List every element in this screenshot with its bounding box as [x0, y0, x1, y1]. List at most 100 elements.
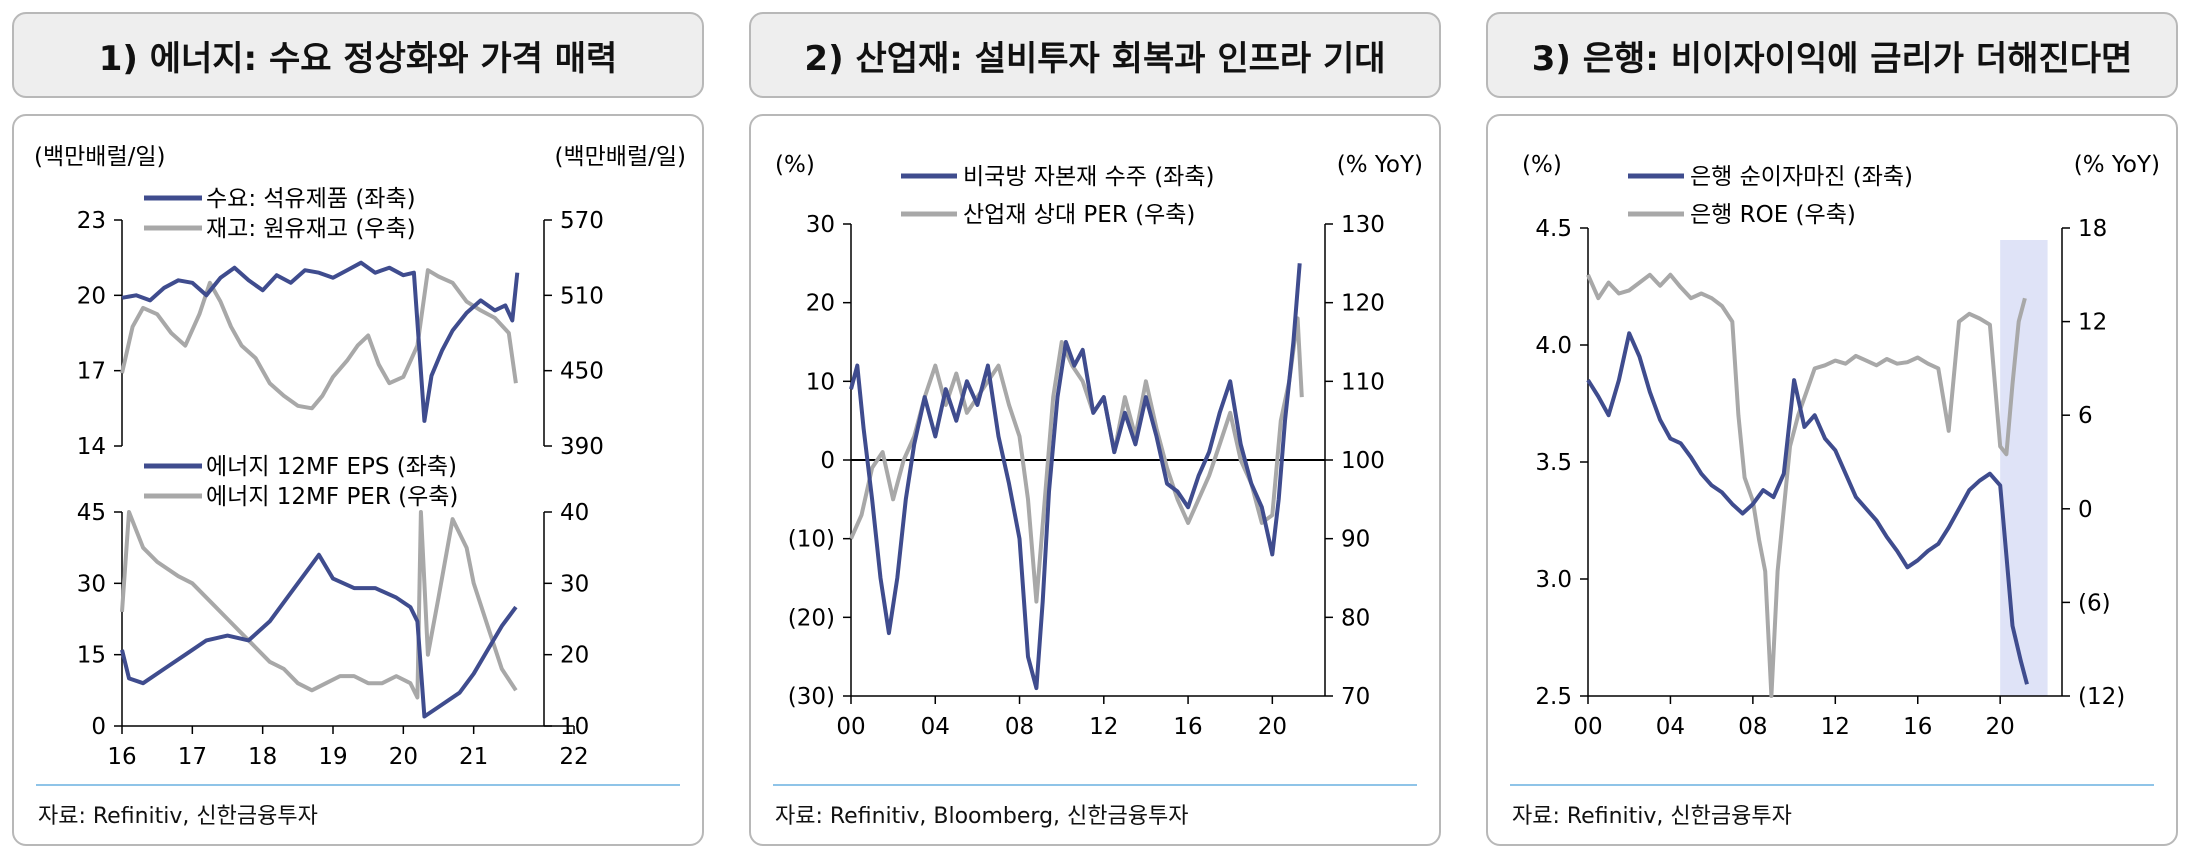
lower-left-tick-label: 45	[77, 500, 106, 526]
panel-energy: 1) 에너지: 수요 정상화와 가격 매력 (백만배럴/일) (백만배럴/일) 23…	[12, 12, 704, 846]
panel-title: 2) 산업재: 설비투자 회복과 인프라 기대	[749, 12, 1441, 98]
right-tick-label: 100	[1341, 448, 1385, 474]
right-axis-unit: (백만배럴/일)	[555, 144, 687, 170]
upper-left-tick-label: 23	[77, 208, 106, 234]
source-note: 자료: Refinitiv, Bloomberg, 신한금융투자	[775, 804, 1189, 829]
legend-label: 비국방 자본재 수주 (좌축)	[963, 164, 1214, 190]
panel-title: 1) 에너지: 수요 정상화와 가격 매력	[12, 12, 704, 98]
upper-series-line	[121, 260, 520, 423]
upper-right-tick-label: 450	[560, 359, 604, 385]
left-axis-unit: (백만배럴/일)	[34, 144, 166, 170]
lower-legend-label: 에너지 12MF PER (우축)	[206, 484, 458, 510]
left-tick-label: 2.5	[1535, 684, 1572, 710]
x-tick-label: 20	[1258, 714, 1287, 740]
chart-card: (%) (% YoY) 4.5 4.0 3.5 3.0 2.5 18 12 6 0 (6) (12) 00…	[1486, 114, 2178, 846]
upper-left-tick-label: 17	[77, 359, 106, 385]
right-tick-label: (6)	[2078, 590, 2111, 616]
lower-legend-label: 에너지 12MF EPS (좌축)	[206, 454, 457, 480]
lower-right-tick-label: 30	[560, 571, 589, 597]
right-tick-label: 0	[2078, 497, 2093, 523]
x-tick-label: 04	[1656, 714, 1685, 740]
lower-series-line	[120, 552, 518, 719]
legend-label: 산업재 상대 PER (우축)	[963, 202, 1195, 228]
right-tick-label: 70	[1341, 684, 1370, 710]
x-tick-label: 08	[1738, 714, 1767, 740]
highlight-region	[2000, 240, 2048, 696]
left-tick-label: 3.5	[1535, 450, 1572, 476]
right-tick-label: 80	[1341, 605, 1370, 631]
left-tick-label: 3.0	[1535, 567, 1572, 593]
industrials-chart: (%) (% YoY)3020100(10)(20)(30)13012011010…	[775, 152, 1423, 740]
lower-left-tick-label: 0	[91, 714, 106, 740]
lower-left-tick-label: 30	[77, 571, 106, 597]
upper-right-tick-label: 570	[560, 208, 604, 234]
chart-card: (백만배럴/일) (백만배럴/일) 23 20 17 14 570 510 450 390 수요: …	[12, 114, 704, 846]
right-tick-label: (12)	[2078, 684, 2125, 710]
left-axis-unit: (%)	[775, 152, 815, 178]
panel-industrials: 2) 산업재: 설비투자 회복과 인프라 기대 (%) (% YoY) 30 20 10…	[749, 12, 1441, 846]
source-divider	[1510, 784, 2154, 786]
x-tick-label: 16	[1173, 714, 1202, 740]
right-tick-label: 18	[2078, 216, 2107, 242]
right-tick-label: 110	[1341, 369, 1385, 395]
left-tick-label: 4.5	[1535, 216, 1572, 242]
left-tick-label: 4.0	[1535, 333, 1572, 359]
panel-title: 3) 은행: 비이자이익에 금리가 더해진다면	[1486, 12, 2178, 98]
chart-card: (%) (% YoY) 30 20 10 0 (10) (20) (30) 130 120 110 10…	[749, 114, 1441, 846]
x-tick-label: 00	[1573, 714, 1602, 740]
x-tick-label: 16	[107, 744, 136, 770]
x-tick-label: 00	[836, 714, 865, 740]
upper-left-tick-label: 20	[77, 283, 106, 309]
lower-right-tick-label: 20	[560, 643, 589, 669]
x-tick-label: 20	[1986, 714, 2015, 740]
series-line	[1586, 272, 2027, 698]
x-tick-label: 04	[921, 714, 950, 740]
left-tick-label: 20	[806, 291, 835, 317]
right-axis-unit: (% YoY)	[1337, 152, 1423, 178]
x-tick-label: 08	[1005, 714, 1034, 740]
x-tick-label: 12	[1089, 714, 1118, 740]
upper-left-tick-label: 14	[77, 434, 106, 460]
energy-chart: (백만배럴/일) (백만배럴/일)23201714570510450390수요: …	[34, 144, 687, 770]
source-divider	[773, 784, 1417, 786]
series-line	[849, 263, 1302, 691]
upper-right-tick-label: 510	[560, 283, 604, 309]
lower-series-line	[120, 510, 518, 700]
panel-banks: 3) 은행: 비이자이익에 금리가 더해진다면 (%) (% YoY) 4.5 4.0…	[1486, 12, 2178, 846]
right-tick-label: 12	[2078, 310, 2107, 336]
lower-right-tick-label: 40	[560, 500, 589, 526]
upper-legend-label: 재고: 원유재고 (우축)	[206, 216, 416, 242]
x-tick-label: 12	[1821, 714, 1850, 740]
left-tick-label: (20)	[788, 605, 835, 631]
left-tick-label: 30	[806, 212, 835, 238]
series-line	[1586, 331, 2029, 685]
right-tick-label: 6	[2078, 403, 2093, 429]
right-tick-label: 130	[1341, 212, 1385, 238]
series-line	[849, 316, 1304, 604]
legend-label: 은행 ROE (우축)	[1690, 202, 1856, 228]
x-tick-label: 22	[559, 744, 588, 770]
x-tick-label: 17	[178, 744, 207, 770]
left-tick-label: (10)	[788, 527, 835, 553]
banks-chart: (%) (% YoY) 4.5 4.0 3.5 3.0 2.5 18 12 6 0 (6) (12) 00…	[1522, 152, 2160, 740]
right-tick-label: 120	[1341, 291, 1385, 317]
source-divider	[36, 784, 680, 786]
left-axis-unit: (%)	[1522, 152, 1562, 178]
x-tick-label: 19	[318, 744, 347, 770]
x-tick-label: 16	[1903, 714, 1932, 740]
right-tick-label: 90	[1341, 527, 1370, 553]
upper-right-tick-label: 390	[560, 434, 604, 460]
left-tick-label: (30)	[788, 684, 835, 710]
right-axis-unit: (% YoY)	[2074, 152, 2160, 178]
source-note: 자료: Refinitiv, 신한금융투자	[1512, 804, 1792, 829]
upper-legend-label: 수요: 석유제품 (좌축)	[206, 186, 416, 212]
left-tick-label: 10	[806, 369, 835, 395]
x-tick-label: 18	[248, 744, 277, 770]
x-tick-label: 20	[389, 744, 418, 770]
source-note: 자료: Refinitiv, 신한금융투자	[38, 804, 318, 829]
x-tick-label: 21	[459, 744, 488, 770]
lower-left-tick-label: 15	[77, 643, 106, 669]
left-tick-label: 0	[820, 448, 835, 474]
legend-label: 은행 순이자마진 (좌축)	[1690, 164, 1913, 190]
upper-series-line	[120, 268, 518, 411]
